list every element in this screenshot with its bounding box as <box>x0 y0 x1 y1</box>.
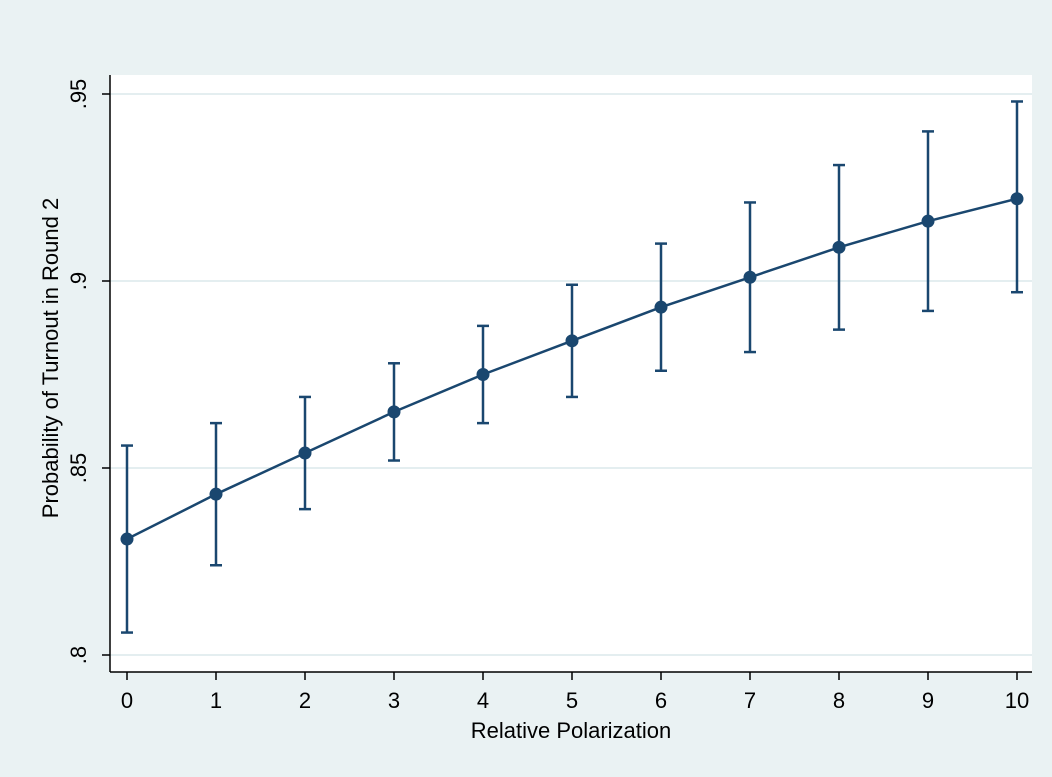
x-tick-label: 8 <box>833 688 845 713</box>
data-point <box>565 334 579 348</box>
data-point <box>743 270 757 284</box>
x-tick-label: 4 <box>477 688 489 713</box>
y-tick-label: .8 <box>66 646 91 664</box>
x-tick-label: 9 <box>922 688 934 713</box>
data-point <box>921 214 935 228</box>
y-tick-label: .95 <box>66 79 91 110</box>
x-tick-label: 1 <box>210 688 222 713</box>
data-point <box>654 300 668 314</box>
data-point <box>209 487 223 501</box>
series-layer <box>120 100 1024 634</box>
x-tick-label: 3 <box>388 688 400 713</box>
x-tick-label: 10 <box>1005 688 1029 713</box>
data-point <box>476 368 490 381</box>
axes: .8 .85 .9 .95 0 1 2 3 4 5 6 7 8 9 10 <box>66 75 1032 713</box>
x-tick-label: 5 <box>566 688 578 713</box>
data-point <box>298 446 312 460</box>
x-axis-label: Relative Polarization <box>471 718 672 743</box>
x-tick-label: 0 <box>121 688 133 713</box>
data-point <box>1010 192 1024 206</box>
x-tick-label: 6 <box>655 688 667 713</box>
data-point <box>832 240 846 254</box>
grid-lines <box>110 93 1032 656</box>
data-point <box>387 405 401 419</box>
data-point <box>120 532 134 546</box>
x-tick-label: 2 <box>299 688 311 713</box>
y-axis-label: Probability of Turnout in Round 2 <box>38 198 63 518</box>
y-tick-label: .85 <box>66 453 91 484</box>
y-tick-label: .9 <box>66 272 91 290</box>
x-tick-label: 7 <box>744 688 756 713</box>
